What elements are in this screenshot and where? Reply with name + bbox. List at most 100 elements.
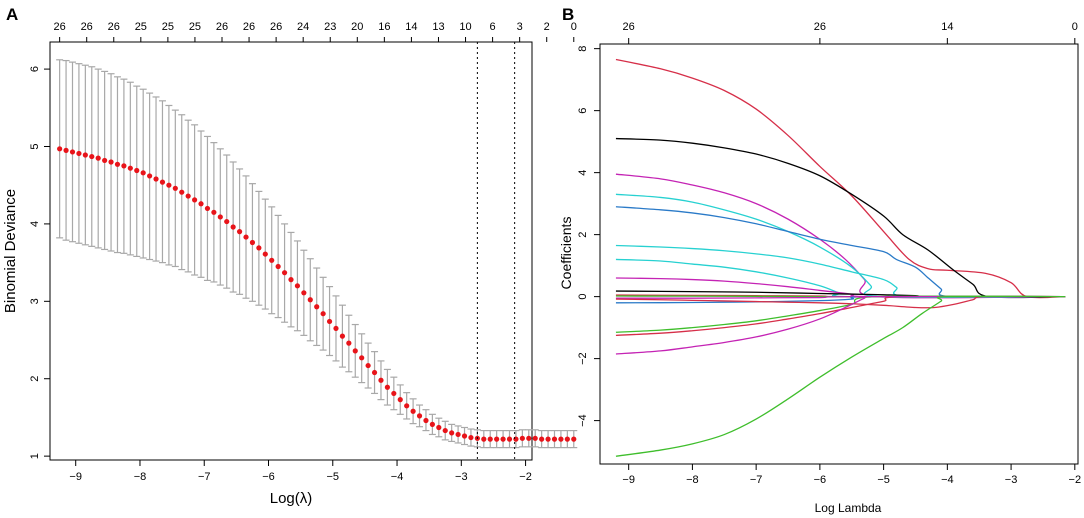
cv-point [204, 205, 211, 212]
cv-point [281, 270, 288, 276]
cv-point [339, 333, 346, 339]
path-magenta-neg [615, 295, 1066, 355]
top-tick-label: 26 [243, 21, 255, 33]
top-tick-label: 26 [108, 21, 120, 33]
cv-point [301, 290, 307, 296]
x-tick-label: −5 [877, 474, 890, 486]
cv-point [494, 436, 500, 442]
y-tick-label: 6 [577, 108, 589, 114]
path-green-bottom [615, 295, 1066, 457]
cv-point [365, 362, 371, 369]
y-tick-label: 8 [577, 46, 589, 52]
panel-a-lambda-lines [476, 42, 516, 460]
panel-a-y-axis: 1 2 3 4 5 6 [29, 66, 50, 459]
panel-a-label: A [6, 5, 18, 24]
cv-point [416, 413, 423, 419]
y-tick-label: 3 [29, 298, 41, 304]
cv-point [262, 251, 268, 257]
y-tick-label: −4 [577, 414, 589, 427]
x-tick-label: −4 [391, 471, 404, 483]
top-tick-label: 26 [270, 21, 282, 33]
cv-point [198, 201, 204, 207]
cv-point [102, 157, 108, 164]
cv-point [108, 159, 114, 165]
cv-point [217, 214, 223, 220]
cv-point [352, 348, 358, 354]
cv-point [436, 424, 442, 431]
cv-point [192, 197, 198, 203]
cv-point [326, 318, 333, 325]
x-tick-label: −6 [814, 474, 827, 486]
top-tick-label: 26 [814, 21, 826, 33]
cv-point [63, 147, 69, 153]
y-tick-label: 2 [577, 232, 589, 238]
top-tick-label: 20 [351, 21, 363, 33]
cv-point [526, 435, 532, 441]
x-tick-label: −3 [1005, 474, 1018, 486]
top-tick-label: 10 [459, 21, 471, 33]
panel-b-label: B [562, 5, 574, 24]
cv-point [564, 436, 570, 442]
top-tick-label: 26 [216, 21, 228, 33]
cv-point [249, 239, 256, 246]
cv-point [519, 435, 525, 441]
top-tick-label: 25 [135, 21, 147, 33]
cv-point [147, 173, 153, 179]
cv-point [269, 257, 275, 263]
cv-point [500, 436, 506, 442]
y-tick-label: 4 [577, 170, 589, 176]
top-tick-label: 13 [432, 21, 444, 33]
cv-point [69, 149, 76, 155]
cv-point [95, 155, 101, 161]
cv-point [159, 179, 166, 185]
cv-point [404, 403, 410, 409]
top-tick-label: 6 [490, 21, 496, 33]
cv-point [275, 263, 281, 270]
panel-b-paths [615, 58, 1066, 457]
cv-point [455, 431, 461, 438]
panel-b-x-label: Log Lambda [815, 501, 882, 515]
cv-point [243, 234, 249, 240]
panel-b-y-axis: −4 −2 0 2 4 6 8 [577, 46, 600, 427]
y-tick-label: 0 [577, 294, 589, 300]
cv-point [481, 436, 487, 442]
cv-point [346, 340, 352, 346]
cv-point [134, 167, 140, 174]
cv-point [82, 152, 88, 158]
cv-point [506, 436, 513, 442]
cv-point [256, 245, 262, 251]
cv-point [423, 417, 429, 424]
path-green-mid [615, 295, 1066, 333]
cv-point [114, 161, 121, 167]
x-tick-label: −8 [686, 474, 699, 486]
cv-point [487, 436, 493, 442]
cv-point [551, 436, 558, 442]
cv-point [89, 153, 95, 160]
cv-point [121, 163, 127, 169]
cv-point [211, 209, 217, 215]
cv-point [449, 430, 455, 436]
y-tick-label: 1 [29, 453, 41, 459]
cv-point [410, 408, 416, 414]
cv-point [513, 436, 519, 442]
x-tick-label: −9 [622, 474, 635, 486]
cv-point [224, 218, 230, 225]
cv-point [127, 165, 133, 171]
x-tick-label: −9 [69, 471, 82, 483]
top-tick-label: 23 [324, 21, 336, 33]
cv-point [371, 369, 378, 376]
cv-point [179, 189, 185, 195]
path-blue [615, 206, 1066, 298]
top-tick-label: 3 [517, 21, 523, 33]
top-tick-label: 26 [54, 21, 66, 33]
x-tick-label: −7 [750, 474, 763, 486]
y-tick-label: 6 [29, 66, 41, 72]
x-tick-label: −8 [134, 471, 147, 483]
cv-point [333, 325, 339, 332]
cv-point [429, 421, 435, 427]
top-tick-label: 24 [297, 21, 309, 33]
cv-point [57, 146, 63, 152]
cv-point [359, 355, 365, 361]
x-tick-label: −6 [262, 471, 275, 483]
